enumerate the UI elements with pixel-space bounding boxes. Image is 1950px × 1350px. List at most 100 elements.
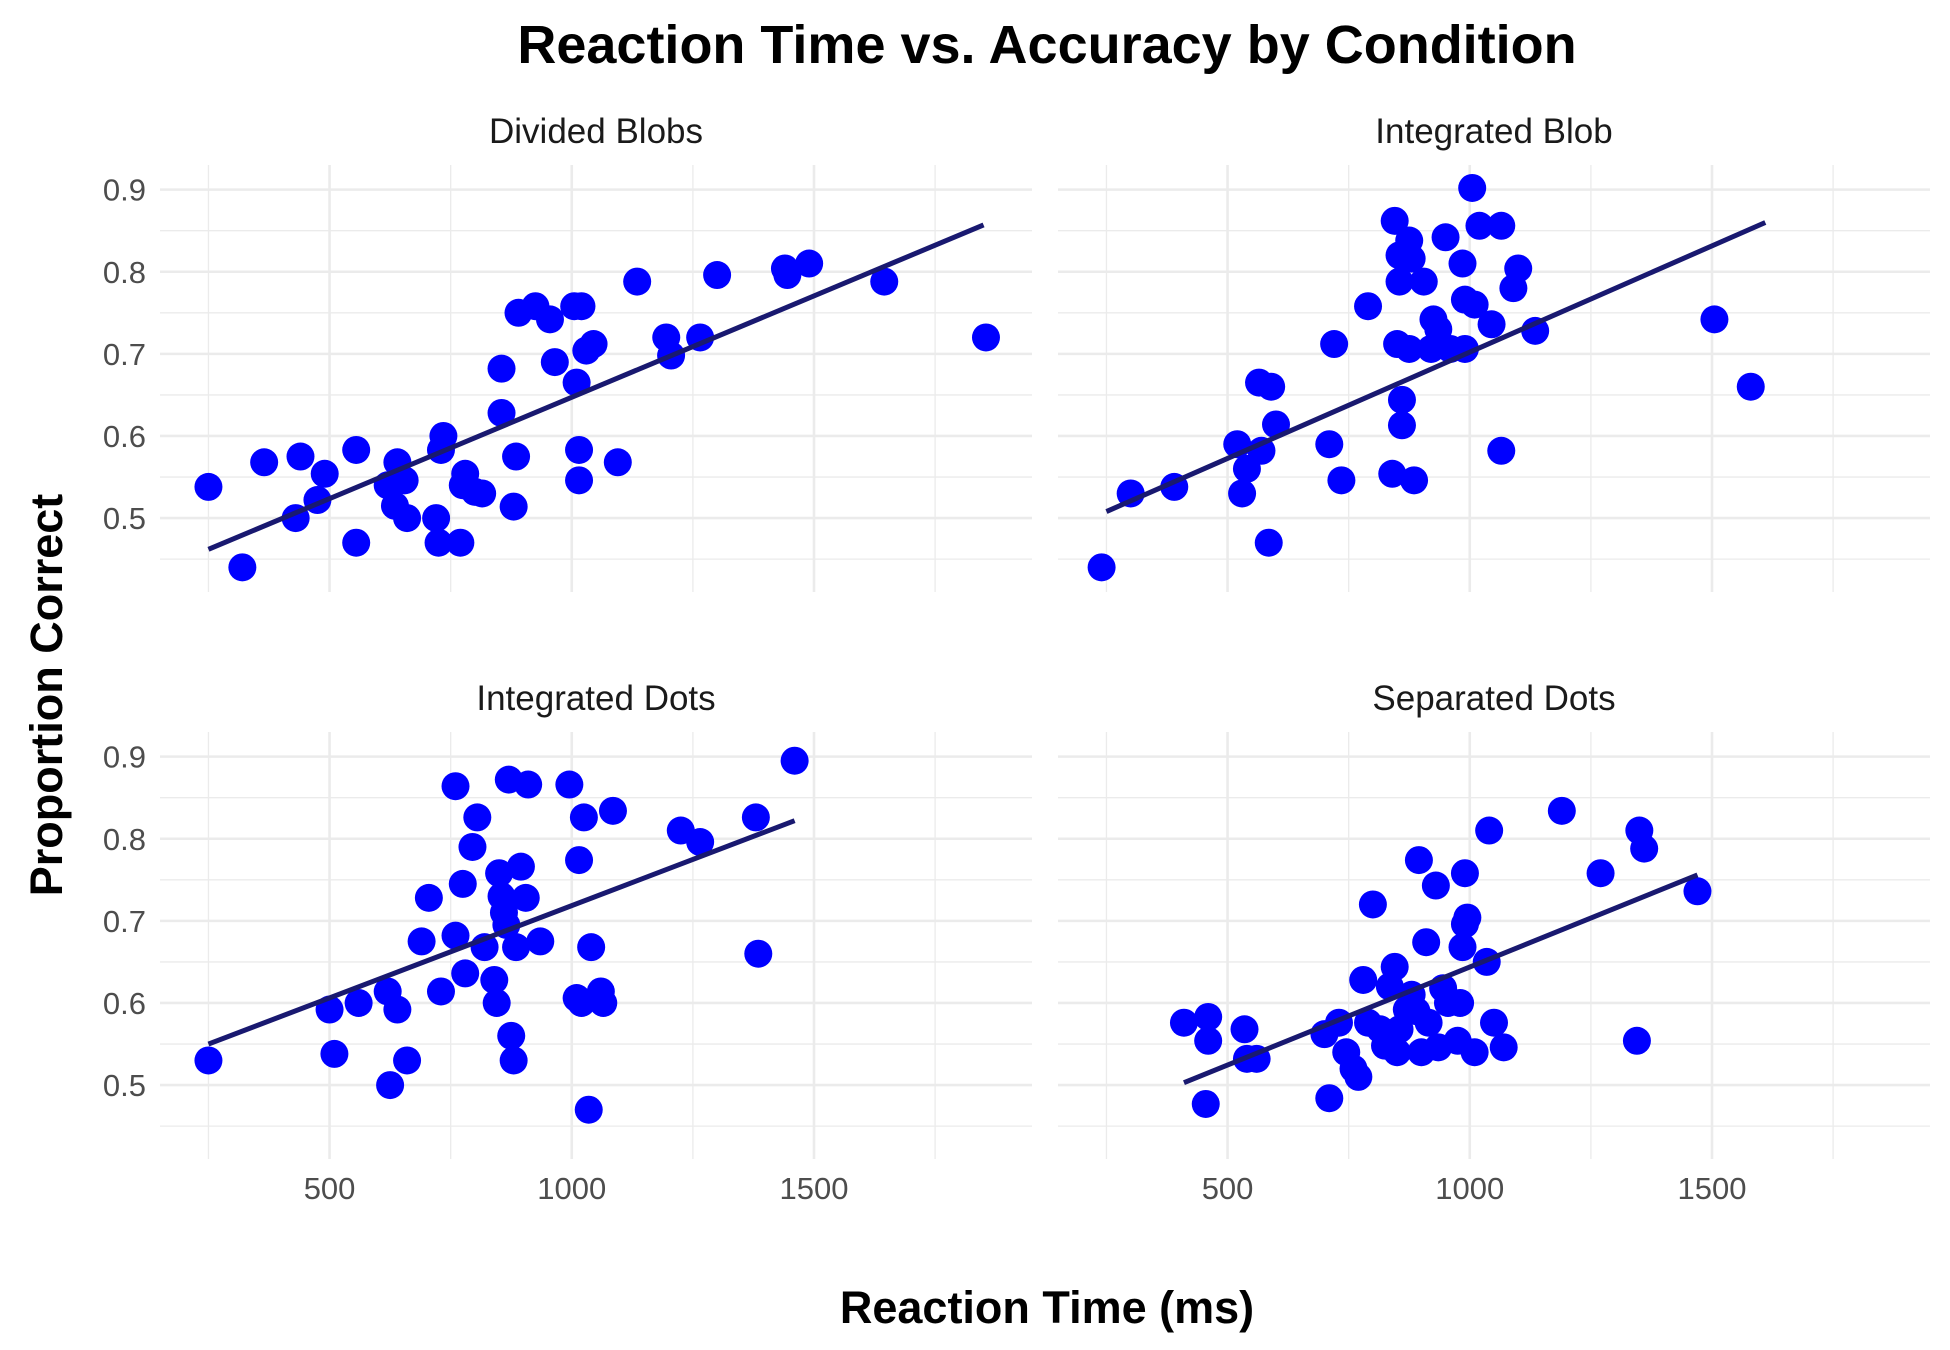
- data-point: [795, 249, 824, 278]
- data-point: [310, 459, 339, 488]
- data-point: [1465, 211, 1494, 240]
- data-point: [1683, 877, 1712, 906]
- y-axis-title: Proportion Correct: [21, 494, 72, 897]
- data-point: [506, 852, 535, 881]
- data-point: [286, 442, 315, 471]
- data-point: [535, 305, 564, 334]
- data-point: [342, 528, 371, 557]
- data-point: [487, 398, 516, 427]
- trend-line: [207, 222, 985, 552]
- data-point: [499, 492, 528, 521]
- data-point: [1487, 436, 1516, 465]
- panel-separated-dots: Separated Dots 500 1000 1500: [1058, 679, 1930, 1206]
- data-point: [1700, 305, 1729, 334]
- data-point: [320, 1039, 349, 1068]
- data-point: [598, 796, 627, 825]
- data-point: [1475, 816, 1504, 845]
- data-point: [1315, 430, 1344, 459]
- trend-line: [207, 818, 796, 1047]
- data-point: [1487, 211, 1516, 240]
- data-point: [579, 330, 608, 359]
- data-point: [526, 927, 555, 956]
- data-point: [1477, 310, 1506, 339]
- x-tick-label: 1500: [780, 1171, 849, 1206]
- data-point: [1385, 267, 1414, 296]
- data-point: [1315, 1084, 1344, 1113]
- data-point: [451, 959, 480, 988]
- x-tick-label: 500: [304, 1171, 356, 1206]
- data-point: [1191, 1089, 1220, 1118]
- data-point: [426, 977, 455, 1006]
- panel-integrated-blob: Integrated Blob: [1058, 112, 1930, 592]
- data-point: [1622, 1026, 1651, 1055]
- data-point: [514, 770, 543, 799]
- data-point: [741, 803, 770, 832]
- data-point: [1349, 965, 1378, 994]
- y-tick-label: 0.6: [103, 986, 146, 1021]
- data-point: [1358, 890, 1387, 919]
- data-point: [511, 883, 540, 912]
- data-point: [870, 267, 899, 296]
- y-tick-label: 0.5: [103, 501, 146, 536]
- panel-divided-blobs: Divided Blobs 0.5 0.6 0.7 0.8 0.9: [103, 112, 1032, 592]
- y-tick-label: 0.8: [103, 822, 146, 857]
- data-point: [1736, 372, 1765, 401]
- data-point: [1387, 411, 1416, 440]
- panel-integrated-dots: Integrated Dots 0.5 0.6 0.7 0.8 0.9 500 1000 150…: [103, 679, 1032, 1206]
- data-point: [463, 803, 492, 832]
- data-point: [376, 1071, 405, 1100]
- data-point: [686, 828, 715, 857]
- data-point: [540, 348, 569, 377]
- data-point: [555, 770, 584, 799]
- data-point: [1354, 292, 1383, 321]
- data-point: [446, 528, 475, 557]
- data-point: [458, 832, 487, 861]
- data-point: [1247, 436, 1276, 465]
- data-point: [565, 846, 594, 875]
- data-point: [1087, 553, 1116, 582]
- data-point: [383, 995, 412, 1024]
- facet-label-integrated-blob: Integrated Blob: [1375, 112, 1612, 151]
- data-point: [574, 1095, 603, 1124]
- data-point: [448, 869, 477, 898]
- data-point: [502, 442, 531, 471]
- data-point: [407, 927, 436, 956]
- trend-line: [1183, 872, 1699, 1085]
- data-point: [1380, 952, 1409, 981]
- data-point: [1344, 1062, 1373, 1091]
- data-point: [773, 261, 802, 290]
- data-point: [1414, 1008, 1443, 1037]
- data-point: [1453, 903, 1482, 932]
- x-tick-label: 1500: [1678, 1171, 1747, 1206]
- x-axis-title: Reaction Time (ms): [840, 1282, 1254, 1333]
- data-point: [1460, 290, 1489, 319]
- y-tick-label: 0.7: [103, 337, 146, 372]
- data-point: [1450, 859, 1479, 888]
- data-point: [1547, 796, 1576, 825]
- data-point: [1257, 372, 1286, 401]
- data-point: [623, 267, 652, 296]
- data-point: [1448, 933, 1477, 962]
- data-point: [589, 988, 618, 1017]
- x-tick-label: 500: [1202, 1171, 1254, 1206]
- data-point: [1504, 254, 1533, 283]
- data-point: [1387, 385, 1416, 414]
- data-point: [482, 988, 511, 1017]
- data-point: [971, 323, 1000, 352]
- data-point: [744, 939, 773, 968]
- data-point: [1194, 1002, 1223, 1031]
- y-tick-label: 0.6: [103, 419, 146, 454]
- facet-panels: Divided Blobs 0.5 0.6 0.7 0.8 0.9 Integrated B…: [103, 112, 1930, 1206]
- data-point: [1378, 459, 1407, 488]
- data-point: [480, 965, 509, 994]
- data-point: [497, 1021, 526, 1050]
- data-point: [429, 421, 458, 450]
- data-point: [194, 472, 223, 501]
- y-tick-label: 0.9: [103, 173, 146, 208]
- data-point: [577, 933, 606, 962]
- data-point: [1480, 1008, 1508, 1037]
- data-point: [228, 553, 257, 582]
- data-point: [468, 479, 497, 508]
- data-point: [1230, 1015, 1259, 1044]
